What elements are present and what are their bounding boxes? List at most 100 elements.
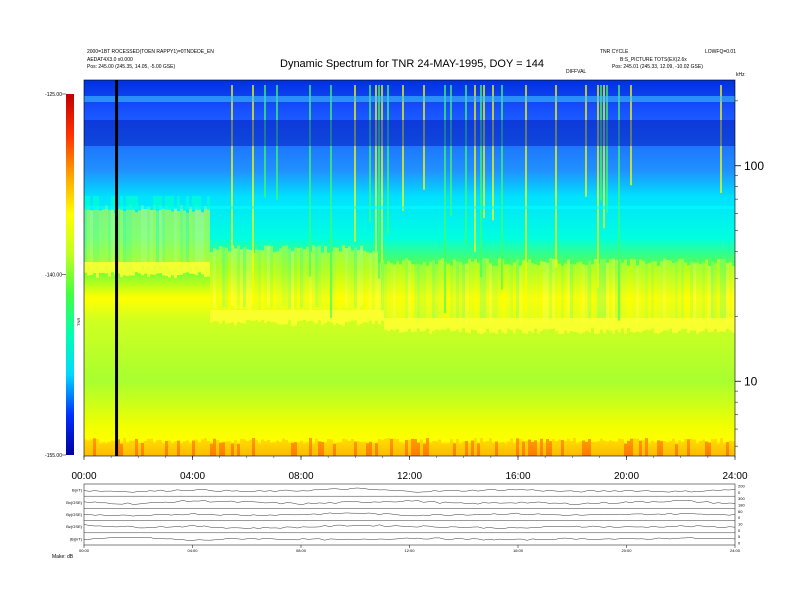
heatmap-cell [690, 318, 693, 331]
heatmap-cell [141, 262, 144, 276]
heatmap-cell [609, 440, 612, 456]
heatmap-cell [666, 318, 669, 331]
heatmap-cell [654, 442, 657, 456]
time-tick-label: 16:00 [505, 471, 530, 482]
heatmap-cell [612, 258, 615, 319]
heatmap-cell [231, 310, 234, 323]
heatmap-cell [513, 262, 516, 323]
heatmap-cell [393, 318, 396, 331]
heatmap-cell [570, 441, 573, 456]
heatmap-cell [207, 440, 210, 456]
strip-series-label: B(nT) [72, 488, 83, 493]
heatmap-cell [273, 310, 276, 323]
heatmap-cell [450, 318, 453, 332]
heatmap-cell [555, 318, 558, 332]
heatmap-cell [696, 318, 699, 334]
heatmap-cell [291, 310, 294, 326]
heatmap-cell [189, 262, 192, 274]
heatmap-cell [402, 443, 405, 456]
heatmap-cell [594, 441, 597, 456]
heatmap-cell [504, 443, 507, 456]
heatmap-cell [555, 441, 558, 456]
heatmap-cell [606, 318, 609, 330]
time-tick-label: 12:00 [397, 471, 422, 482]
heatmap-cell [456, 261, 459, 322]
strip-right-tick-label: 10 [738, 522, 743, 527]
heatmap-cell [687, 265, 690, 326]
heatmap-cell [516, 438, 519, 456]
heatmap-cell [369, 310, 372, 321]
heatmap-cell [495, 265, 498, 326]
heatmap-cell [483, 258, 486, 319]
heatmap-cell [525, 318, 528, 334]
heatmap-cell [615, 259, 618, 320]
heatmap-cell [156, 210, 159, 271]
heatmap-cell [297, 310, 300, 322]
heatmap-cell [720, 85, 722, 194]
heatmap-cell [288, 248, 291, 309]
heatmap-cell [603, 258, 606, 319]
heatmap-cell [348, 440, 351, 456]
heatmap-cell [369, 85, 371, 223]
heatmap-cell [663, 441, 666, 456]
heatmap-cell [504, 264, 507, 325]
heatmap-cell [153, 205, 156, 266]
strip-right-tick-label: 60 [738, 509, 743, 514]
heatmap-cell [135, 196, 138, 210]
heatmap-cell [528, 259, 531, 320]
time-tick-label: 08:00 [288, 471, 313, 482]
heatmap-cell [372, 310, 375, 324]
heatmap-cell [561, 439, 564, 456]
heatmap-cell [231, 443, 234, 456]
heatmap-cell [450, 439, 453, 456]
strip-series-label: Bz(GSE) [66, 524, 82, 529]
strip-right-tick-label: 180 [738, 503, 745, 508]
heatmap-cell [477, 262, 480, 323]
heatmap-cell [222, 247, 225, 308]
heatmap-cell [363, 310, 366, 323]
heatmap-cell [423, 318, 426, 331]
heatmap-cell [597, 318, 600, 334]
heatmap-cell [243, 439, 246, 456]
heatmap-cell [660, 318, 663, 332]
strip-time-label: 00:00 [79, 548, 90, 553]
heatmap-cell [486, 258, 489, 319]
heatmap-cell [720, 259, 723, 320]
heatmap-cell [495, 318, 498, 334]
heatmap-cell [360, 310, 363, 324]
heatmap-cell [309, 251, 312, 312]
heatmap-cell [669, 260, 672, 321]
heatmap-cell [288, 310, 291, 321]
heatmap-cell [270, 442, 273, 456]
heatmap-cell [366, 310, 369, 323]
strip-right-tick-label: 0 [738, 490, 741, 495]
heatmap-cell [609, 318, 612, 331]
heatmap-cell [420, 318, 423, 332]
heatmap-cell [489, 438, 492, 456]
heatmap-cell [714, 318, 717, 329]
heatmap-cell [138, 210, 141, 271]
heatmap-cell [432, 318, 435, 332]
heatmap-cell [600, 259, 603, 320]
heatmap-cell [543, 442, 546, 456]
heatmap-cell [108, 441, 111, 456]
heatmap-cell [663, 318, 666, 331]
heatmap-cell [351, 250, 354, 311]
heatmap-cell [519, 439, 522, 456]
field-strip-panel: B(nT)Bx(GSE)By(GSE)Bz(GSE)|B|(nT)2000300… [66, 484, 745, 554]
heatmap-cell [291, 251, 294, 312]
heatmap-cell [651, 440, 654, 456]
heatmap-cell [387, 318, 390, 332]
heatmap-cell [699, 440, 702, 456]
heatmap-cell [513, 442, 516, 456]
heatmap-cell [675, 443, 678, 456]
heatmap-cell [507, 263, 510, 324]
heatmap-cell [90, 262, 93, 275]
heatmap-cell [381, 259, 384, 320]
heatmap-cell [294, 442, 297, 456]
heatmap-cell [465, 440, 468, 456]
heatmap-cell [471, 318, 474, 330]
heatmap-cell [339, 251, 342, 312]
heatmap-cell [711, 439, 714, 456]
heatmap-cell [303, 310, 306, 321]
